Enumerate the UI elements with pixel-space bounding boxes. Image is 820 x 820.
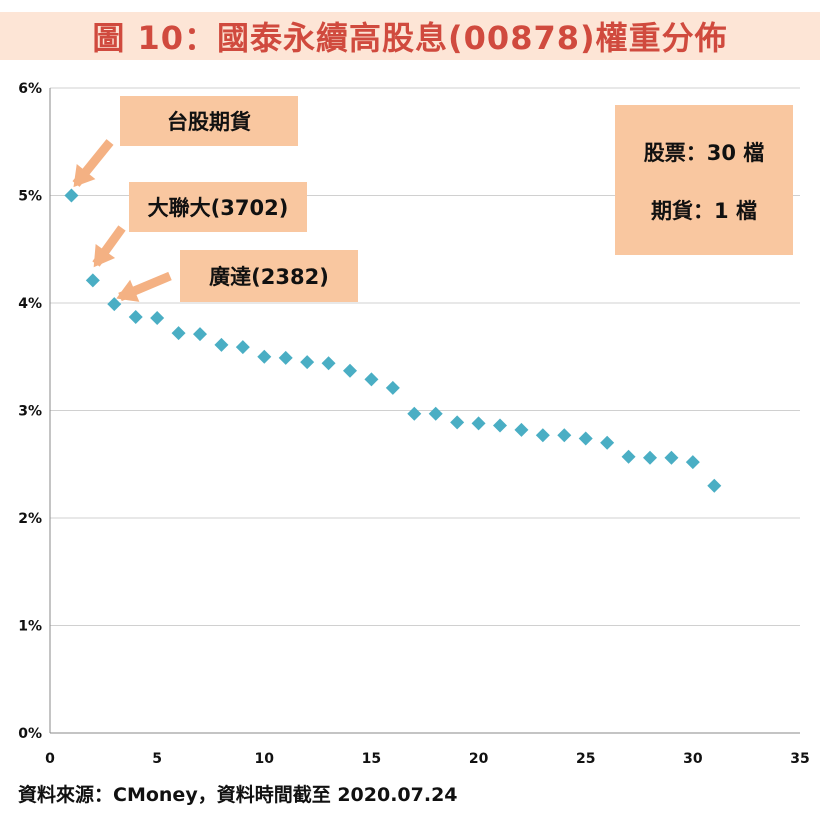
data-point (343, 363, 357, 378)
y-tick-label: 5% (18, 189, 42, 205)
y-tick-label: 3% (18, 404, 42, 420)
data-point (193, 327, 207, 342)
callout-label: 廣達(2382) (209, 265, 329, 289)
y-tick-label: 1% (18, 619, 42, 635)
data-point (428, 406, 443, 421)
info-box-line: 期貨：1 檔 (651, 199, 757, 223)
data-point (407, 406, 422, 421)
annotation-arrow-head (116, 279, 140, 302)
data-point (364, 372, 379, 387)
data-point (85, 273, 100, 288)
callout-label: 台股期貨 (167, 110, 251, 134)
x-tick-label: 35 (790, 751, 809, 767)
annotation-arrow-head (93, 244, 116, 268)
data-point (150, 311, 165, 326)
x-tick-label: 30 (683, 751, 703, 767)
data-point (578, 431, 593, 446)
y-tick-label: 2% (18, 511, 42, 527)
data-point (471, 416, 486, 431)
data-point (643, 450, 657, 465)
data-point (535, 428, 550, 443)
chart-title: 圖 10：國泰永續高股息(00878)權重分佈 (92, 19, 728, 57)
source-note: 資料來源：CMoney，資料時間截至 2020.07.24 (18, 784, 458, 806)
data-point (600, 435, 615, 450)
info-box-line: 股票：30 檔 (644, 141, 765, 165)
data-point (707, 478, 722, 493)
data-point (278, 350, 293, 365)
data-point (64, 188, 79, 203)
data-point (171, 326, 186, 341)
y-tick-label: 4% (18, 296, 42, 312)
x-tick-label: 10 (255, 751, 275, 767)
info-box (615, 105, 793, 255)
title-banner: 圖 10：國泰永續高股息(00878)權重分佈 (0, 12, 820, 60)
callout-box (129, 182, 307, 232)
x-tick-label: 0 (45, 751, 55, 767)
data-point (385, 380, 400, 395)
x-tick-label: 15 (362, 751, 381, 767)
data-point (214, 337, 229, 352)
y-tick-label: 6% (18, 81, 42, 97)
annotation-arrow-head (73, 164, 96, 188)
data-point (664, 450, 679, 465)
callout-box (180, 250, 358, 302)
callout-box (120, 96, 298, 146)
data-point (514, 422, 529, 437)
data-point (493, 418, 507, 433)
data-point (300, 355, 315, 370)
data-point (621, 449, 636, 464)
y-tick-label: 0% (18, 726, 42, 742)
data-point (685, 455, 700, 470)
data-point (557, 428, 572, 443)
data-point (128, 309, 143, 324)
data-point (450, 415, 465, 430)
scatter-chart: 0% 1% 2% 3% 4% 5% 6% 0 5 10 15 20 25 30 35 台股期貨大聯大(3702… (18, 81, 810, 767)
x-tick-label: 20 (469, 751, 489, 767)
data-point (257, 349, 272, 364)
x-tick-label: 25 (576, 751, 595, 767)
data-point (321, 356, 336, 371)
data-point (107, 297, 122, 312)
x-tick-label: 5 (152, 751, 162, 767)
callout-label: 大聯大(3702) (148, 196, 289, 220)
data-point (235, 340, 250, 355)
